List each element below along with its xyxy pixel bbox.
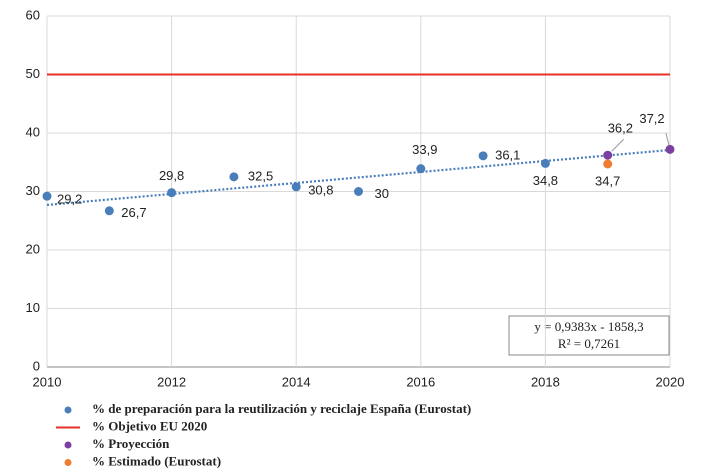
y-tick-label: 0	[33, 358, 40, 373]
data-point	[167, 188, 177, 198]
x-tick-label: 2012	[157, 374, 186, 389]
x-tick-label: 2020	[656, 374, 685, 389]
equation-box	[508, 315, 670, 356]
legend-marker	[64, 406, 72, 414]
y-tick-label: 50	[26, 66, 40, 81]
data-label: 29,8	[159, 168, 184, 183]
x-tick-label: 2018	[531, 374, 560, 389]
data-point	[540, 158, 550, 168]
legend-marker	[64, 459, 72, 466]
y-tick-label: 40	[26, 124, 40, 139]
x-tick-label: 2016	[406, 374, 435, 389]
data-point	[229, 172, 239, 182]
data-label: 34,8	[533, 173, 558, 188]
y-tick-label: 30	[26, 183, 40, 198]
data-point	[478, 151, 488, 161]
trend-r2: R² = 0,7261	[558, 336, 620, 351]
trend-equation: y = 0,9383x - 1858,3	[534, 319, 643, 334]
data-label: 37,2	[639, 111, 664, 126]
legend-marker	[64, 441, 72, 449]
leader-line	[611, 138, 625, 152]
data-label: 36,1	[495, 147, 520, 162]
data-label: 33,9	[412, 142, 437, 157]
y-tick-label: 10	[26, 300, 40, 315]
data-label: 36,2	[608, 121, 633, 136]
data-point	[665, 144, 675, 154]
legend-label: % Proyección	[92, 436, 170, 451]
data-label: 34,7	[595, 173, 620, 188]
legend-label: % Estimado (Eurostat)	[92, 453, 221, 468]
y-tick-label: 60	[26, 7, 40, 22]
data-label: 29,2	[57, 192, 82, 207]
data-point	[291, 182, 301, 192]
data-label: 32,5	[248, 168, 273, 183]
legend-label: % de preparación para la reutilización y…	[92, 401, 471, 416]
legend-label: % Objetivo EU 2020	[92, 418, 207, 433]
plot: 0 10 20 30 40 50 60 2010 2012 2014 2016 2018 2020 29,…	[26, 7, 685, 468]
data-label: 26,7	[121, 205, 146, 220]
data-point	[416, 164, 426, 174]
y-tick-label: 20	[26, 241, 40, 256]
trendline	[46, 148, 671, 207]
data-point	[104, 206, 114, 216]
data-point	[603, 159, 613, 169]
data-point	[603, 150, 613, 160]
data-point	[42, 191, 52, 201]
data-label: 30	[375, 186, 389, 201]
leader-line	[665, 133, 670, 146]
data-label: 30,8	[308, 182, 333, 197]
x-tick-label: 2010	[33, 374, 62, 389]
data-point	[354, 187, 363, 196]
x-tick-label: 2014	[282, 374, 311, 389]
